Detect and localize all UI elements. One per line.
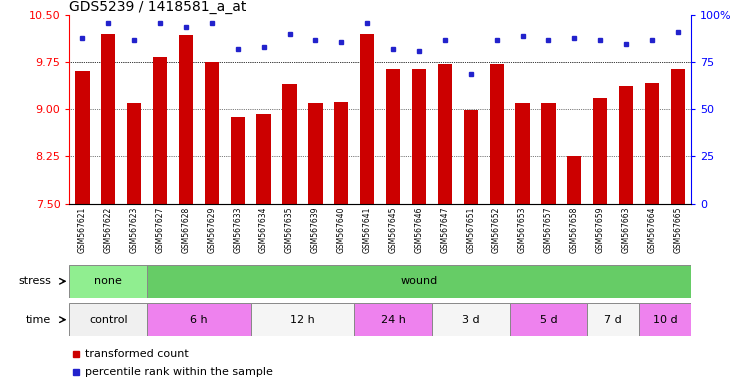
Bar xyxy=(515,103,530,204)
Text: transformed count: transformed count xyxy=(85,349,189,359)
Bar xyxy=(355,303,432,336)
Bar xyxy=(75,71,89,204)
Bar xyxy=(432,303,510,336)
Bar xyxy=(334,102,349,204)
Text: 12 h: 12 h xyxy=(290,314,315,325)
Text: 6 h: 6 h xyxy=(190,314,208,325)
Bar xyxy=(438,64,452,204)
Text: control: control xyxy=(89,314,128,325)
Bar xyxy=(619,86,633,204)
Bar xyxy=(257,114,270,204)
Bar xyxy=(205,62,219,204)
Bar xyxy=(645,83,659,204)
Text: 5 d: 5 d xyxy=(539,314,557,325)
Text: stress: stress xyxy=(18,276,51,286)
Bar xyxy=(386,69,400,204)
Text: 10 d: 10 d xyxy=(653,314,677,325)
Bar xyxy=(541,103,556,204)
Bar xyxy=(671,69,685,204)
Bar xyxy=(282,84,297,204)
Bar xyxy=(179,35,193,204)
Bar xyxy=(69,265,147,298)
Bar xyxy=(101,34,115,204)
Bar xyxy=(230,117,245,204)
Bar xyxy=(153,57,167,204)
Bar xyxy=(463,110,478,204)
Bar xyxy=(510,303,587,336)
Bar xyxy=(308,103,322,204)
Text: none: none xyxy=(94,276,122,286)
Bar xyxy=(127,103,141,204)
Bar xyxy=(639,303,691,336)
Bar xyxy=(567,157,581,204)
Text: 24 h: 24 h xyxy=(381,314,406,325)
Text: 7 d: 7 d xyxy=(605,314,622,325)
Text: 3 d: 3 d xyxy=(462,314,480,325)
Text: GDS5239 / 1418581_a_at: GDS5239 / 1418581_a_at xyxy=(69,0,247,14)
Bar xyxy=(412,69,426,204)
Text: wound: wound xyxy=(401,276,438,286)
Bar xyxy=(490,64,504,204)
Bar xyxy=(69,303,147,336)
Bar xyxy=(251,303,355,336)
Bar xyxy=(147,265,691,298)
Bar xyxy=(360,34,374,204)
Bar xyxy=(587,303,639,336)
Bar xyxy=(593,98,607,204)
Bar xyxy=(147,303,251,336)
Text: time: time xyxy=(26,314,51,325)
Text: percentile rank within the sample: percentile rank within the sample xyxy=(85,366,273,377)
